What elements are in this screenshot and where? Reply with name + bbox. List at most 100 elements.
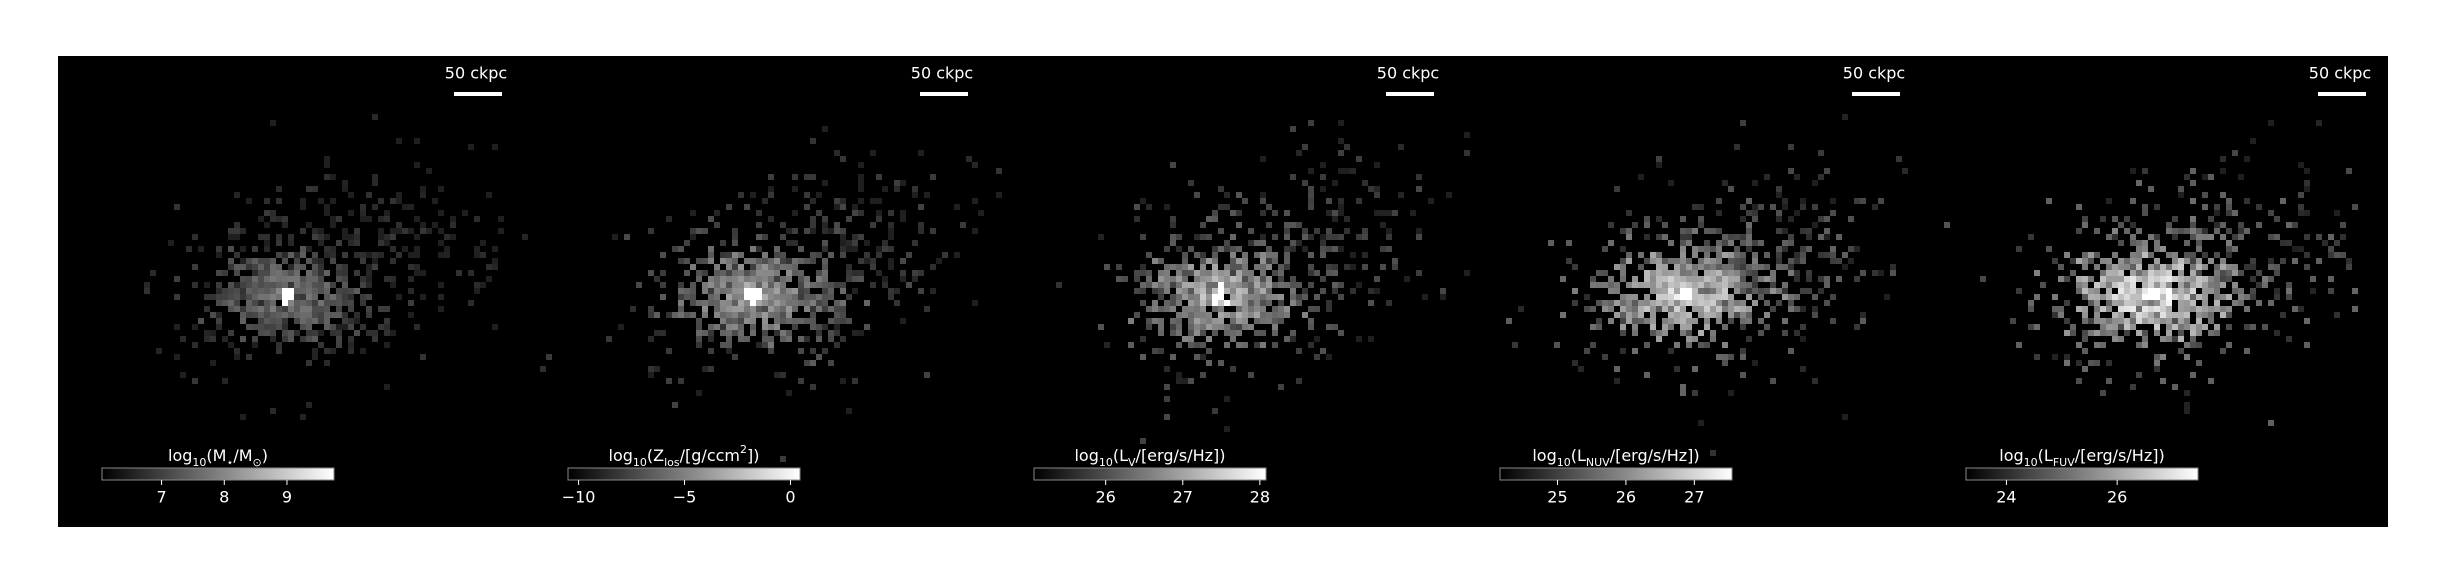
image-pixel — [1644, 318, 1650, 324]
image-pixel — [336, 270, 342, 276]
image-pixel — [1194, 294, 1200, 300]
colorbar-label-part: (L — [1113, 446, 1128, 465]
image-pixel — [1806, 246, 1812, 252]
image-pixel — [306, 282, 312, 288]
image-pixel — [2184, 300, 2190, 306]
image-pixel — [2166, 228, 2172, 234]
image-pixel — [2268, 210, 2274, 216]
image-pixel — [1626, 318, 1632, 324]
image-pixel — [2112, 318, 2118, 324]
image-pixel — [690, 288, 696, 294]
image-pixel — [888, 264, 894, 270]
image-pixel — [1188, 270, 1194, 276]
image-pixel — [648, 372, 654, 378]
image-pixel — [1818, 252, 1824, 258]
image-pixel — [864, 240, 870, 246]
image-pixel — [756, 222, 762, 228]
image-pixel — [672, 246, 678, 252]
image-pixel — [1668, 324, 1674, 330]
image-pixel — [342, 294, 348, 300]
image-pixel — [1362, 228, 1368, 234]
image-pixel — [2202, 228, 2208, 234]
image-pixel — [246, 198, 252, 204]
image-pixel — [2190, 300, 2196, 306]
image-pixel — [2166, 264, 2172, 270]
image-pixel — [894, 300, 900, 306]
image-pixel — [774, 372, 780, 378]
image-pixel — [1752, 258, 1758, 264]
image-pixel — [210, 330, 216, 336]
image-pixel — [1698, 258, 1704, 264]
colorbar-label: log10(LV/[erg/s/Hz]) — [1074, 446, 1225, 469]
image-pixel — [1788, 168, 1794, 174]
image-pixel — [810, 294, 816, 300]
image-pixel — [612, 234, 618, 240]
image-pixel — [834, 342, 840, 348]
image-pixel — [1572, 288, 1578, 294]
image-pixel — [804, 282, 810, 288]
image-pixel — [1836, 234, 1842, 240]
image-pixel — [1752, 204, 1758, 210]
image-pixel — [1638, 282, 1644, 288]
image-pixel — [2112, 270, 2118, 276]
image-pixel — [372, 174, 378, 180]
image-pixel — [324, 246, 330, 252]
image-pixel — [1704, 276, 1710, 282]
image-pixel — [402, 228, 408, 234]
image-pixel — [2142, 312, 2148, 318]
image-pixel — [2172, 252, 2178, 258]
image-pixel — [2292, 306, 2298, 312]
image-pixel — [348, 318, 354, 324]
image-pixel — [438, 282, 444, 288]
image-pixel — [1620, 300, 1626, 306]
image-pixel — [474, 288, 480, 294]
image-pixel — [2220, 282, 2226, 288]
image-pixel — [816, 270, 822, 276]
image-pixel — [1674, 306, 1680, 312]
image-pixel — [2244, 228, 2250, 234]
image-pixel — [384, 234, 390, 240]
image-pixel — [2094, 318, 2100, 324]
image-pixel — [750, 300, 756, 306]
image-pixel — [288, 276, 294, 282]
image-pixel — [666, 348, 672, 354]
image-pixel — [1242, 306, 1248, 312]
image-pixel — [1722, 306, 1728, 312]
image-pixel — [1344, 216, 1350, 222]
image-pixel — [786, 276, 792, 282]
image-pixel — [264, 270, 270, 276]
image-pixel — [882, 246, 888, 252]
image-pixel — [1842, 264, 1848, 270]
image-pixel — [2118, 282, 2124, 288]
image-pixel — [1686, 228, 1692, 234]
image-pixel — [390, 282, 396, 288]
image-pixel — [1746, 312, 1752, 318]
image-pixel — [1686, 288, 1692, 294]
image-pixel — [408, 204, 414, 210]
image-pixel — [1716, 258, 1722, 264]
image-pixel — [1656, 282, 1662, 288]
image-pixel — [2154, 366, 2160, 372]
image-pixel — [1362, 252, 1368, 258]
image-pixel — [690, 264, 696, 270]
image-pixel — [1314, 336, 1320, 342]
image-pixel — [1782, 288, 1788, 294]
image-pixel — [1224, 276, 1230, 282]
image-pixel — [2214, 264, 2220, 270]
image-pixel — [1728, 186, 1734, 192]
image-pixel — [390, 330, 396, 336]
image-pixel — [1146, 204, 1152, 210]
image-pixel — [2136, 252, 2142, 258]
image-pixel — [876, 270, 882, 276]
image-pixel — [1728, 294, 1734, 300]
image-pixel — [1218, 282, 1224, 288]
image-pixel — [1236, 210, 1242, 216]
image-pixel — [2220, 270, 2226, 276]
image-pixel — [1194, 276, 1200, 282]
colorbar-label-part: 10 — [633, 456, 647, 469]
image-pixel — [306, 258, 312, 264]
image-pixel — [1740, 312, 1746, 318]
image-pixel — [2016, 288, 2022, 294]
image-pixel — [1782, 228, 1788, 234]
image-pixel — [282, 282, 288, 288]
